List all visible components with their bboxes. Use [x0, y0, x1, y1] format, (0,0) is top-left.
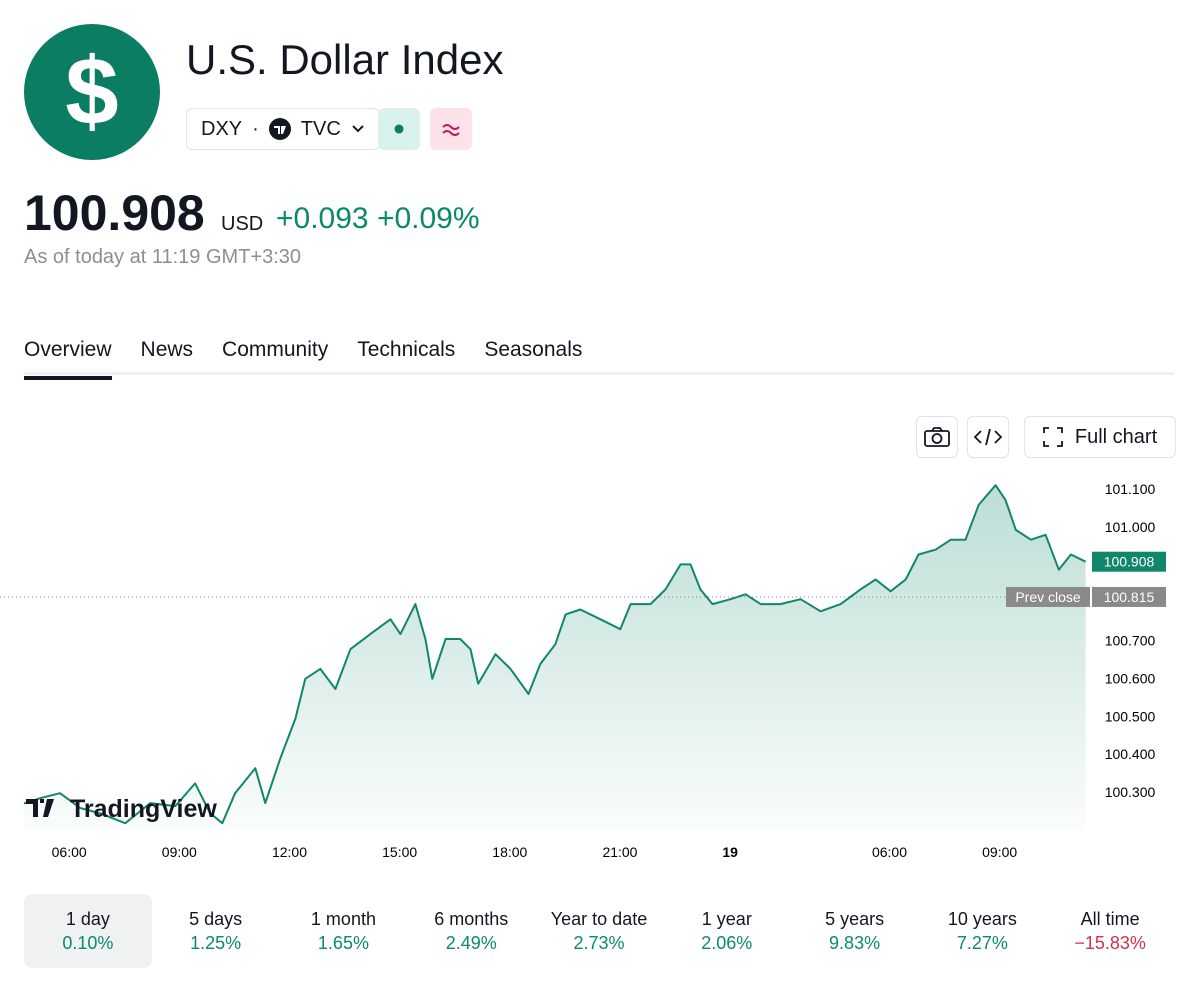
symbol: DXY — [201, 117, 243, 140]
period[interactable]: 5 years 9.83% — [791, 894, 919, 968]
x-tick-label: 18:00 — [492, 844, 527, 860]
period[interactable]: 5 days 1.25% — [152, 894, 280, 968]
x-tick-label: 12:00 — [272, 844, 307, 860]
period-change: −15.83% — [1074, 932, 1146, 953]
x-tick-label: 09:00 — [982, 844, 1017, 860]
period-label: 1 day — [65, 908, 110, 929]
exchange-icon — [268, 118, 291, 140]
period-label: 10 years — [947, 908, 1017, 929]
price: 100.908 — [24, 185, 205, 241]
watermark: TradingView — [70, 795, 217, 823]
period-change: 7.27% — [956, 932, 1008, 953]
period-change: 0.10% — [62, 932, 114, 953]
chart: 101.100 101.000 100.700 100.600 100.500 100.4… — [0, 481, 1166, 860]
period[interactable]: 6 months 2.49% — [407, 894, 535, 968]
x-tick-label: 19 — [722, 844, 738, 860]
full-chart-button[interactable]: Full chart — [1024, 416, 1176, 458]
price-line — [23, 484, 1087, 825]
x-tick-label: 09:00 — [162, 844, 197, 860]
tab[interactable]: Community — [222, 338, 329, 361]
tab[interactable]: Seasonals — [484, 338, 583, 361]
as-of: As of today at 11:19 GMT+3:30 — [24, 246, 302, 268]
approx-icon — [442, 124, 460, 136]
y-tick-label: 100.700 — [1105, 633, 1156, 649]
period-label: 5 years — [825, 908, 885, 929]
period-change: 2.73% — [573, 932, 625, 953]
period-label: 6 months — [434, 908, 509, 929]
prev-close-value: 100.815 — [1104, 589, 1155, 605]
x-tick-label: 21:00 — [602, 844, 637, 860]
change: +0.093 +0.09% — [276, 202, 480, 236]
change-abs: +0.093 — [276, 202, 369, 235]
period-change: 2.49% — [445, 932, 497, 953]
x-tick-label: 15:00 — [382, 844, 417, 860]
x-tick-label: 06:00 — [52, 844, 87, 860]
y-tick-label: 100.500 — [1105, 708, 1156, 724]
period-label: 1 year — [701, 908, 752, 929]
y-tick-label: 100.300 — [1105, 784, 1156, 800]
y-tick-label: 100.600 — [1105, 670, 1156, 686]
period[interactable]: 1 year 2.06% — [663, 894, 791, 968]
period-change: 2.06% — [701, 932, 753, 953]
period[interactable]: 1 month 1.65% — [280, 894, 408, 968]
period-change: 1.25% — [190, 932, 242, 953]
period-label: All time — [1080, 908, 1140, 929]
area — [24, 485, 1086, 830]
symbol-chip[interactable]: DXY · TVC — [186, 108, 380, 150]
y-tick-label: 100.400 — [1105, 746, 1156, 762]
periods: 1 day 0.10% 5 days 1.25% 1 month 1.65% 6 month… — [24, 894, 1174, 968]
delayed-badge[interactable] — [430, 108, 472, 150]
period-label: 1 month — [310, 908, 376, 929]
tab-divider — [24, 372, 1174, 375]
change-pct: +0.09% — [376, 202, 480, 235]
market-status[interactable] — [378, 108, 420, 150]
watermark-logo — [26, 799, 54, 817]
currency: USD — [221, 213, 264, 235]
camera-icon — [924, 427, 950, 447]
logo: $ — [24, 24, 160, 160]
tab[interactable]: Technicals — [357, 338, 456, 361]
tabs: Overview News Community Technicals Seasonals — [24, 338, 582, 380]
full-chart-label: Full chart — [1074, 425, 1158, 448]
period[interactable]: All time −15.83% — [1046, 894, 1174, 968]
tab[interactable]: News — [140, 338, 194, 361]
title: U.S. Dollar Index — [186, 36, 504, 83]
x-tick-label: 06:00 — [872, 844, 907, 860]
tab[interactable]: Overview — [24, 338, 112, 380]
chevron — [352, 125, 364, 133]
period-label: Year to date — [550, 908, 648, 929]
prev-close-value-badge — [1092, 586, 1166, 607]
last-price-value: 100.908 — [1104, 554, 1155, 570]
code-icon — [973, 428, 1003, 446]
expand-icon — [1042, 427, 1063, 447]
y-tick-label: 101.000 — [1105, 519, 1156, 535]
period-change: 9.83% — [829, 932, 881, 953]
prev-close-label: Prev close — [1015, 589, 1081, 605]
status-dot — [394, 124, 404, 134]
exchange: TVC — [300, 117, 341, 140]
period[interactable]: 1 day 0.10% — [24, 894, 152, 968]
last-price-badge — [1092, 551, 1166, 572]
snapshot-button[interactable] — [916, 416, 958, 458]
embed-button[interactable] — [967, 416, 1009, 458]
period[interactable]: Year to date 2.73% — [535, 894, 663, 968]
prev-close-badge — [1006, 586, 1090, 607]
separator: · — [252, 117, 259, 140]
period-change: 1.65% — [317, 932, 369, 953]
period[interactable]: 10 years 7.27% — [918, 894, 1046, 968]
y-tick-label: 101.100 — [1105, 481, 1156, 497]
period-label: 5 days — [189, 908, 243, 929]
